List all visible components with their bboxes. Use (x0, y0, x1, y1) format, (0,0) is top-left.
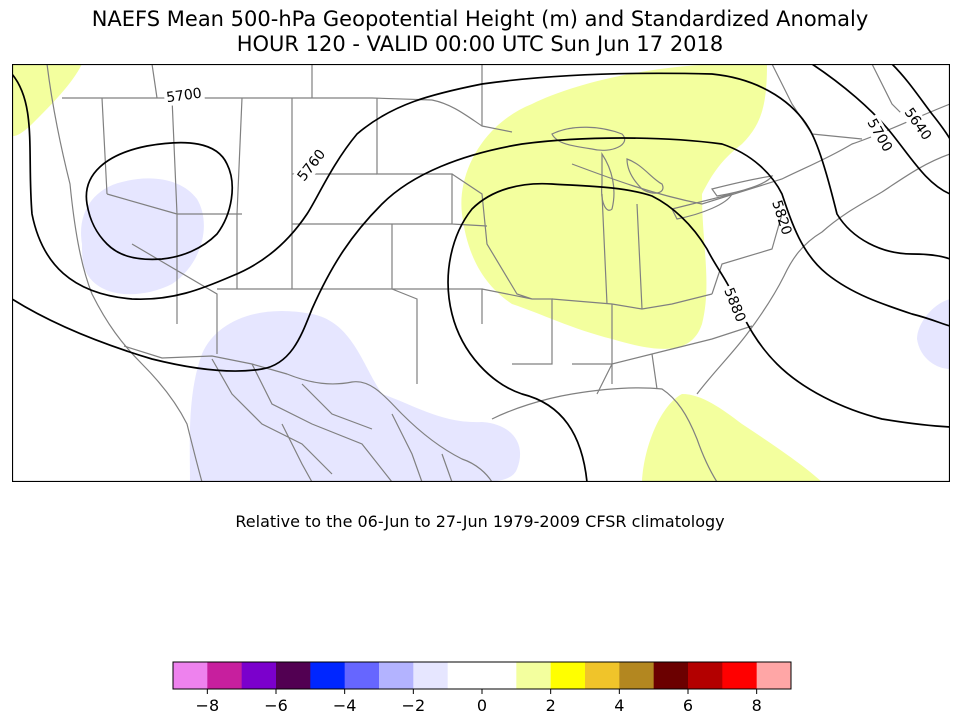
gulf-coast (491, 387, 718, 482)
anomaly-florida-positive (642, 394, 822, 482)
colorbar-cell (276, 662, 311, 689)
colorbar-tick-label: −2 (402, 696, 426, 715)
contour-5700-closed-low (85, 141, 234, 261)
colorbar-cell (756, 662, 792, 689)
colorbar-cell (447, 662, 483, 689)
colorbar-tick-label: 8 (752, 696, 762, 715)
colorbar-tick-label: −8 (196, 696, 220, 715)
contour-5820 (12, 137, 950, 372)
map-panel: 5700 5760 5820 5880 5640 5700 (12, 64, 950, 482)
colorbar-cell (173, 662, 208, 689)
colorbar-tick-label: −4 (333, 696, 357, 715)
climatology-note: Relative to the 06-Jun to 27-Jun 1979-20… (235, 512, 725, 531)
canada-province-lines (151, 64, 913, 140)
political-boundaries (46, 64, 950, 482)
colorbar-cells (173, 662, 792, 689)
colorbar-cell (585, 662, 620, 689)
colorbar-cell (619, 662, 655, 689)
colorbar-cell (241, 662, 277, 689)
us-canada-border (62, 97, 950, 205)
contour-5640-east (891, 64, 950, 140)
contour-5700-east (811, 64, 950, 195)
anomaly-mexico-negative (189, 310, 521, 482)
anomaly-canada-northwest-positive (12, 64, 82, 136)
state-lines-central (376, 98, 553, 384)
mexico-state-lines (211, 358, 453, 482)
colorbar-tick-label: −6 (264, 696, 288, 715)
colorbar-cell (207, 662, 243, 689)
colorbar-tick-label: 2 (546, 696, 556, 715)
pacific-coastline (46, 64, 203, 482)
contour-5880 (447, 182, 950, 482)
colorbar-cell (379, 662, 414, 689)
colorbar-ticks: −8 −6 −4 −2 0 2 4 6 8 (196, 689, 762, 715)
colorbar-cell (310, 662, 346, 689)
colorbar-cell (722, 662, 758, 689)
height-contours (12, 64, 950, 482)
colorbar-tick-label: 6 (683, 696, 693, 715)
title-line-1: NAEFS Mean 500-hPa Geopotential Height (… (91, 7, 869, 31)
contour-label-5700-west: 5700 (165, 85, 203, 106)
anomaly-great-basin-negative (81, 178, 204, 295)
contour-5760 (12, 72, 950, 301)
colorbar-cell (688, 662, 723, 689)
colorbar-cell (516, 662, 552, 689)
title-line-2: HOUR 120 - VALID 00:00 UTC Sun Jun 17 20… (236, 32, 724, 56)
colorbar-cell (413, 662, 449, 689)
atlantic-coast (696, 153, 950, 395)
colorbar-cell (550, 662, 586, 689)
map-frame (12, 64, 950, 482)
great-lakes-outlines (551, 126, 774, 220)
colorbar-tick-label: 0 (477, 696, 487, 715)
state-lines-east (551, 193, 783, 395)
anomaly-atlantic-negative (917, 299, 950, 369)
state-lines-west (101, 97, 393, 354)
colorbar-frame (172, 661, 792, 690)
colorbar-tick-label: 4 (614, 696, 624, 715)
colorbar-cell (344, 662, 380, 689)
colorbar-cell (653, 662, 689, 689)
us-mexico-border (123, 345, 493, 482)
anomaly-great-lakes-positive (461, 64, 767, 349)
colorbar-cell (482, 662, 517, 689)
